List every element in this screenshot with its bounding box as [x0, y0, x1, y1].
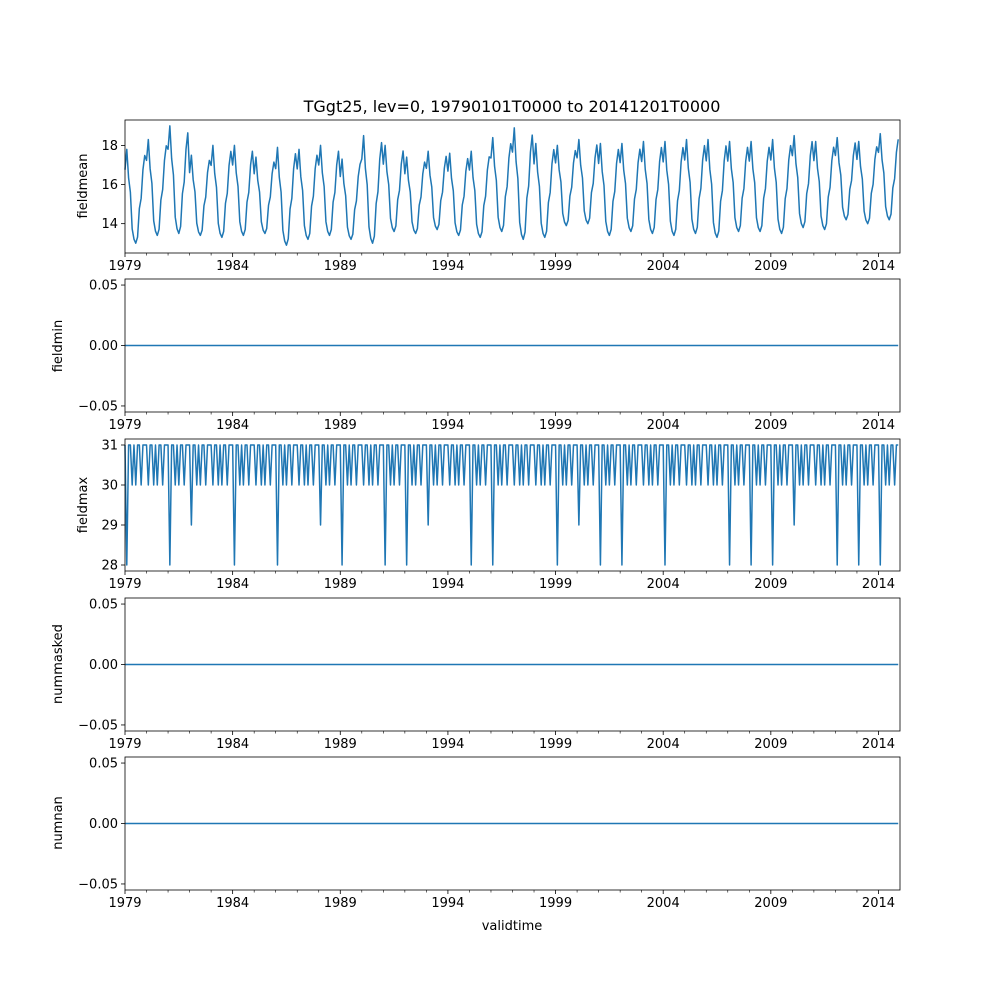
x-tick-label-fieldmin: 2004 — [647, 418, 680, 433]
y-tick-label-numnan: 0.00 — [89, 817, 118, 832]
x-tick-label-fieldmean: 1979 — [108, 259, 141, 274]
x-tick-label-numnan: 1984 — [216, 896, 249, 911]
x-tick-label-fieldmax: 1989 — [324, 577, 357, 592]
axes-frame-fieldmin — [124, 278, 901, 413]
x-tick-label-nummasked: 2004 — [647, 737, 680, 752]
y-tick-label-fieldmin: −0.05 — [78, 399, 118, 414]
x-tick-label-fieldmin: 1979 — [108, 418, 141, 433]
x-tick-label-numnan: 1979 — [108, 896, 141, 911]
x-tick-label-numnan: 2009 — [754, 896, 787, 911]
x-tick-label-nummasked: 2014 — [862, 737, 895, 752]
axes-frame-fieldmean — [124, 119, 901, 254]
x-tick-label-numnan: 1994 — [431, 896, 464, 911]
x-tick-label-nummasked: 1989 — [324, 737, 357, 752]
x-tick-label-fieldmax: 2004 — [647, 577, 680, 592]
y-axis-label-fieldmin: fieldmin — [51, 320, 66, 373]
marks-fieldmean: 14 16 18 1979 1984 1989 1994 1999 2004 2009 2014 — [101, 119, 901, 274]
x-tick-label-fieldmin: 1989 — [324, 418, 357, 433]
x-tick-label-fieldmax: 1999 — [539, 577, 572, 592]
marks-nummasked: 0.05 0.00 −0.05 1979 1984 1989 1994 1999 2004 200… — [78, 597, 901, 752]
x-tick-label-nummasked: 1999 — [539, 737, 572, 752]
x-tick-label-fieldmin: 1984 — [216, 418, 249, 433]
y-tick-label-nummasked: 0.05 — [89, 598, 118, 613]
y-tick-label-fieldmax: 28 — [101, 559, 118, 574]
axes-frame-nummasked — [124, 597, 901, 732]
x-axis-label: validtime — [482, 919, 543, 934]
y-axis-label-fieldmax: fieldmax — [76, 477, 91, 534]
x-tick-label-numnan: 2014 — [862, 896, 895, 911]
y-tick-label-fieldmax: 29 — [101, 519, 118, 534]
x-tick-label-fieldmean: 1999 — [539, 259, 572, 274]
x-tick-label-nummasked: 2009 — [754, 737, 787, 752]
y-tick-label-nummasked: −0.05 — [78, 718, 118, 733]
x-tick-label-fieldmin: 2009 — [754, 418, 787, 433]
x-tick-label-fieldmax: 1979 — [108, 577, 141, 592]
panel-fieldmin: fieldmin 0.05 0.00 −0.05 1979 1984 1989 1994 19… — [51, 278, 901, 433]
x-tick-label-nummasked: 1979 — [108, 737, 141, 752]
series-line-fieldmean — [124, 125, 899, 246]
y-tick-label-fieldmean: 16 — [101, 178, 118, 193]
x-tick-label-fieldmax: 1994 — [431, 577, 464, 592]
panel-numnan: numnan 0.05 0.00 −0.05 1979 1984 1989 1994 1999… — [51, 756, 901, 911]
y-tick-label-fieldmin: 0.00 — [89, 339, 118, 354]
x-tick-label-fieldmean: 1984 — [216, 259, 249, 274]
x-tick-label-nummasked: 1984 — [216, 737, 249, 752]
y-tick-label-fieldmean: 14 — [101, 217, 118, 232]
x-tick-label-fieldmean: 1994 — [431, 259, 464, 274]
panel-fieldmax: fieldmax 31 30 29 28 1979 1984 1989 1994 1999 200… — [76, 438, 901, 592]
marks-numnan: 0.05 0.00 −0.05 1979 1984 1989 1994 1999 2004 200… — [78, 756, 901, 911]
axes-frame-numnan — [124, 756, 901, 891]
y-tick-label-numnan: 0.05 — [89, 757, 118, 772]
x-tick-label-fieldmean: 2014 — [862, 259, 895, 274]
panel-nummasked: nummasked 0.05 0.00 −0.05 1979 1984 1989 1994 1… — [51, 597, 901, 752]
x-tick-label-fieldmean: 2009 — [754, 259, 787, 274]
x-tick-label-fieldmin: 1999 — [539, 418, 572, 433]
x-tick-label-fieldmax: 2014 — [862, 577, 895, 592]
y-tick-label-numnan: −0.05 — [78, 877, 118, 892]
y-tick-label-fieldmax: 31 — [101, 439, 118, 454]
y-axis-label-nummasked: nummasked — [51, 624, 66, 704]
x-tick-label-fieldmean: 1989 — [324, 259, 357, 274]
x-tick-label-fieldmean: 2004 — [647, 259, 680, 274]
y-axis-label-numnan: numnan — [51, 796, 66, 850]
x-tick-label-fieldmin: 1994 — [431, 418, 464, 433]
x-tick-label-numnan: 2004 — [647, 896, 680, 911]
marks-fieldmin: 0.05 0.00 −0.05 1979 1984 1989 1994 1999 2004 200… — [78, 278, 901, 433]
x-tick-label-fieldmin: 2014 — [862, 418, 895, 433]
x-tick-label-numnan: 1989 — [324, 896, 357, 911]
x-tick-label-fieldmax: 1984 — [216, 577, 249, 592]
x-tick-label-nummasked: 1994 — [431, 737, 464, 752]
x-tick-label-fieldmax: 2009 — [754, 577, 787, 592]
y-tick-label-fieldmax: 30 — [101, 479, 118, 494]
y-tick-label-nummasked: 0.00 — [89, 658, 118, 673]
y-tick-label-fieldmin: 0.05 — [89, 279, 118, 294]
x-tick-label-numnan: 1999 — [539, 896, 572, 911]
y-axis-label-fieldmean: fieldmean — [76, 154, 91, 219]
marks-fieldmax: 31 30 29 28 1979 1984 1989 1994 1999 2004 2009 2014 — [101, 438, 901, 592]
chart-title: TGgt25, lev=0, 19790101T0000 to 20141201… — [303, 97, 721, 116]
panel-fieldmean: fieldmean 14 16 18 1979 1984 1989 1994 1999 2004… — [76, 119, 901, 274]
y-tick-label-fieldmean: 18 — [101, 139, 118, 154]
axes-frame-fieldmax — [124, 438, 901, 572]
series-line-fieldmax — [124, 444, 899, 566]
